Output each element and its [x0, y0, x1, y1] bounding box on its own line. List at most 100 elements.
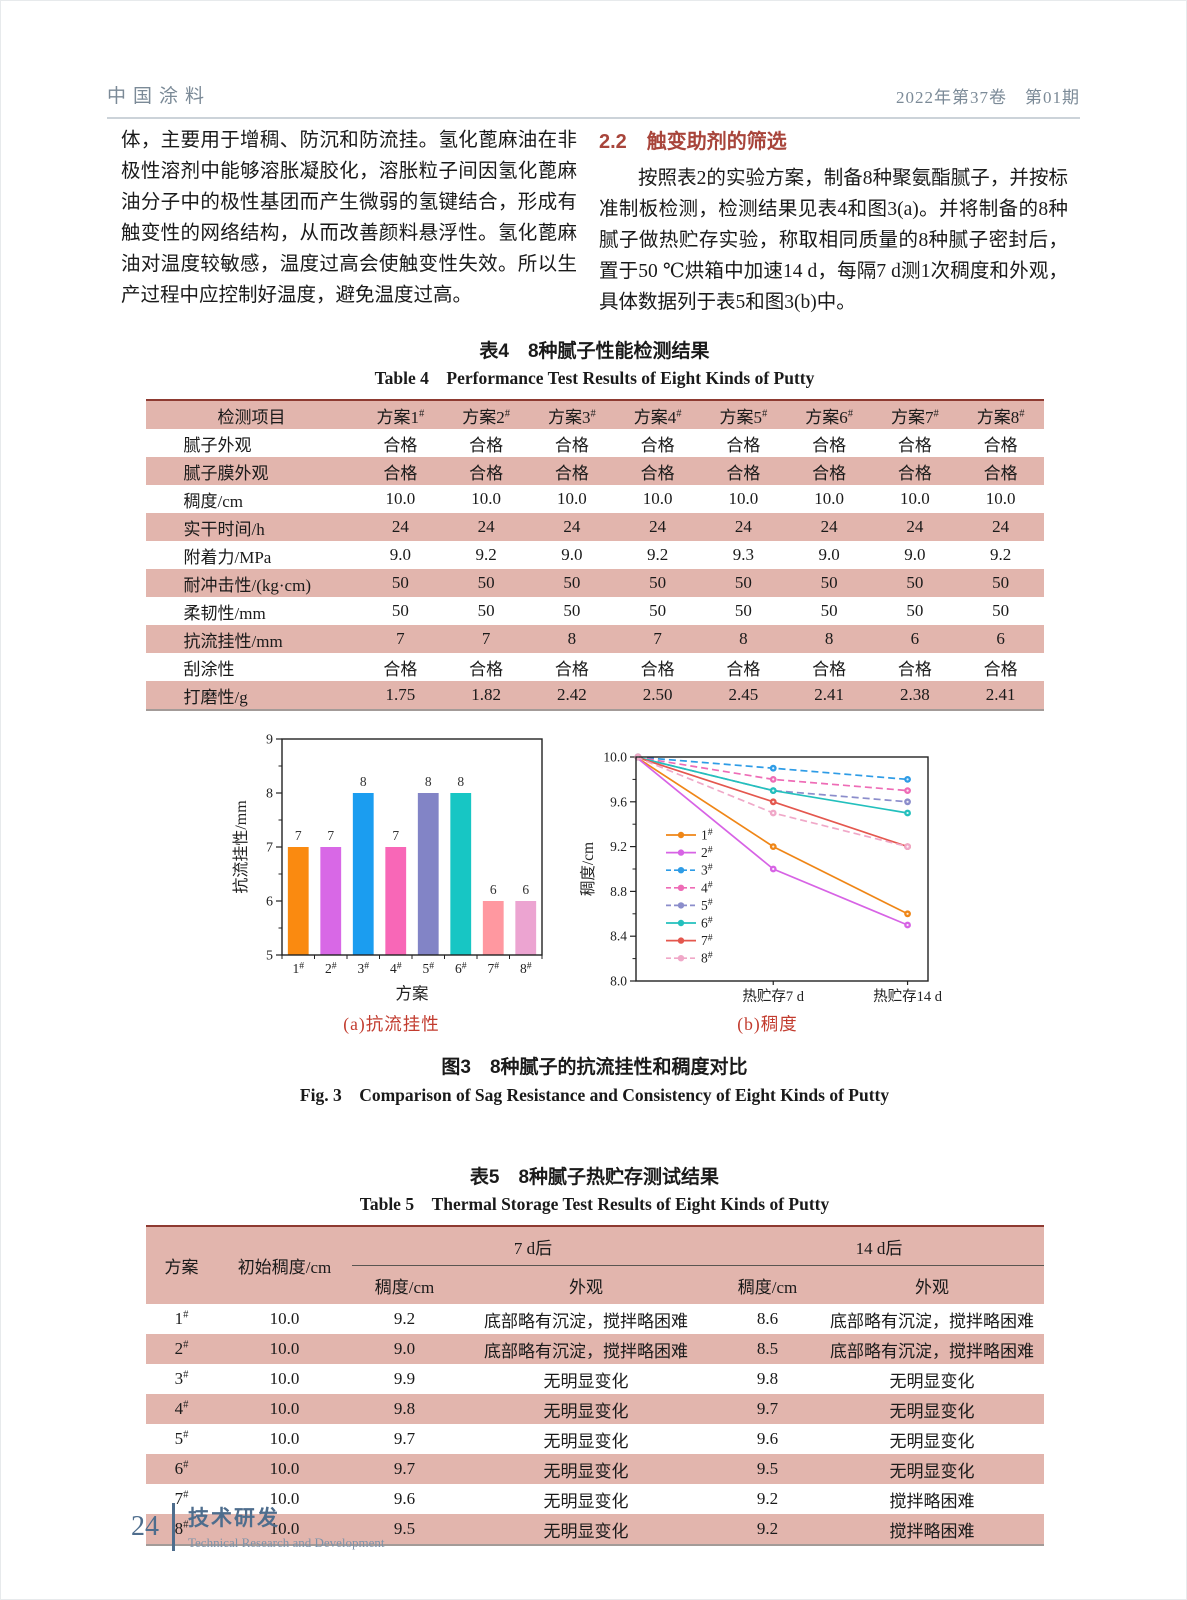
svg-text:8.4: 8.4 — [610, 929, 627, 944]
table-cell: 9.0 — [393, 1339, 416, 1358]
column-header: 外观 — [569, 1277, 603, 1297]
table-cell: 合格 — [726, 435, 761, 455]
table-cell: 50 — [563, 573, 581, 592]
svg-text:7: 7 — [294, 828, 301, 843]
column-group-7d: 7 d后 — [351, 1226, 715, 1266]
table-cell: 24 — [906, 517, 924, 536]
table5-body: 1# 10.0 9.2 底部略有沉淀，搅拌略困难 8.6 底部略有沉淀，搅拌略困难 2# 10… — [145, 1304, 1044, 1545]
table-cell: 9.2 — [756, 1519, 779, 1538]
table-cell: 合格 — [812, 435, 847, 455]
svg-text:1#: 1# — [701, 827, 713, 843]
table-row: 腻子膜外观 合格 合格 合格 合格 合格 合格 合格 合格 — [145, 457, 1044, 485]
table-cell: 合格 — [469, 463, 504, 483]
table-cell: 5# — [174, 1429, 189, 1448]
table-cell: 10.0 — [269, 1309, 300, 1328]
table-cell: 10.0 — [269, 1519, 300, 1538]
table-cell: 2.41 — [985, 685, 1016, 704]
svg-text:5#: 5# — [422, 960, 434, 976]
table-cell: 10.0 — [814, 489, 844, 508]
table-cell: 9.9 — [393, 1369, 416, 1388]
table5-title-cn: 表5 8种腻子热贮存测试结果 — [469, 1167, 720, 1188]
table-cell: 8 — [824, 629, 834, 648]
table-row: 4# 10.0 9.8 无明显变化 9.7 无明显变化 — [145, 1394, 1044, 1424]
column-header: 方案3# — [547, 407, 596, 427]
table-row: 5# 10.0 9.7 无明显变化 9.6 无明显变化 — [146, 1424, 1044, 1454]
bar-chart-sag-resistance: 5 6 7 8 9 7 1# 7 2# 8 3# 7 4# 8 5# 8 6# 6 7# 6 8# 方案 抗流挂性/mm — [232, 733, 543, 1003]
table-cell: 合格 — [640, 659, 675, 679]
table-cell: 合格 — [469, 435, 504, 455]
svg-text:8#: 8# — [519, 960, 531, 976]
table-cell: 合格 — [812, 659, 847, 679]
table-cell: 9.5 — [393, 1519, 416, 1538]
svg-text:抗流挂性/mm: 抗流挂性/mm — [232, 800, 250, 894]
table-cell: 50 — [391, 601, 409, 620]
table-cell: 24 — [477, 517, 495, 536]
table-cell: 10.0 — [642, 489, 673, 508]
table-cell: 2.42 — [557, 685, 587, 704]
table-cell: 无明显变化 — [543, 1461, 629, 1481]
table-cell: 24 — [563, 517, 581, 536]
table-cell: 9.7 — [756, 1399, 779, 1418]
svg-text:9: 9 — [266, 733, 273, 748]
table-row: 稠度/cm 10.0 10.0 10.0 10.0 10.0 10.0 10.0 10.0 — [146, 485, 1044, 513]
row-label: 腻子膜外观 — [183, 463, 269, 483]
table4-body: 腻子外观 合格 合格 合格 合格 合格 合格 合格 合格 腻子膜外观 合格 合格 合格 合格 合格 合格 合格合… — [145, 429, 1044, 710]
table4-header: 检测项目 方案1# 方案2# 方案3# 方案4# 方案5# 方案6# 方案7# 方案8# — [145, 400, 1044, 429]
table-cell: 合格 — [897, 659, 932, 679]
table-cell: 9.2 — [647, 545, 669, 564]
table-cell: 7 — [481, 629, 491, 648]
table-cell: 无明显变化 — [889, 1461, 975, 1481]
svg-text:热贮存14 d: 热贮存14 d — [873, 988, 943, 1005]
table-cell: 1.75 — [385, 685, 416, 704]
column-header: 方案2# — [462, 407, 510, 427]
column-header: 方案4# — [633, 407, 682, 427]
svg-text:6#: 6# — [701, 915, 713, 931]
svg-text:2#: 2# — [324, 960, 336, 976]
table-cell: 7 — [396, 629, 405, 648]
table-cell: 合格 — [383, 435, 418, 455]
svg-text:6: 6 — [266, 895, 273, 910]
table-cell: 50 — [820, 573, 838, 592]
table-cell: 合格 — [469, 659, 504, 679]
figure3-caption-cn: 图3 8种腻子的抗流挂性和稠度对比 — [441, 1057, 748, 1078]
table-cell: 9.0 — [389, 545, 411, 564]
page-footer: 24 技术研发 Technical Research and Developme… — [131, 1502, 385, 1551]
svg-text:1#: 1# — [292, 960, 304, 976]
table-cell: 10.0 — [269, 1369, 300, 1388]
table-cell: 2# — [174, 1339, 189, 1358]
table-cell: 9.5 — [756, 1459, 779, 1478]
table-row: 抗流挂性/mm 7 7 8 7 8 8 6 6 — [145, 625, 1044, 653]
table-cell: 合格 — [383, 463, 418, 483]
table-cell: 10.0 — [385, 489, 416, 508]
svg-text:6#: 6# — [454, 960, 466, 976]
journal-issue: 2022年第37卷 第01期 — [896, 88, 1080, 107]
footer-column-en: Technical Research and Development — [188, 1535, 385, 1550]
column-header: 检测项目 — [217, 407, 286, 427]
table5-header-row-1: 方案 初始稠度/cm 7 d后 14 d后 — [146, 1226, 1044, 1277]
table-cell: 2.41 — [814, 685, 844, 704]
svg-text:7: 7 — [392, 828, 399, 843]
table-cell: 9.0 — [904, 545, 926, 564]
svg-text:3#: 3# — [701, 862, 713, 878]
table-cell: 10.0 — [471, 489, 501, 508]
table-cell: 24 — [649, 517, 667, 536]
svg-text:6: 6 — [522, 882, 529, 897]
bar — [352, 793, 374, 955]
table-row: 7# 10.0 9.6 无明显变化 9.2 搅拌略困难 — [146, 1484, 1044, 1514]
row-label: 打磨性/g — [183, 687, 248, 707]
svg-text:9.6: 9.6 — [610, 794, 627, 809]
running-head: 中国涂料 2022年第37卷 第01期 — [107, 81, 1080, 119]
table-cell: 合格 — [640, 463, 675, 483]
table-cell: 8# — [174, 1519, 189, 1538]
table-cell: 10.0 — [900, 489, 930, 508]
table5-thermal-storage-results: 方案 初始稠度/cm 7 d后 14 d后 稠度/cm 外观 稠度/cm 外观 … — [145, 1225, 1044, 1546]
table4-header-row: 检测项目 方案1# 方案2# 方案3# 方案4# 方案5# 方案6# 方案7# 方案8# — [145, 400, 1044, 429]
column-group-14d: 14 d后 — [714, 1226, 1044, 1266]
table-cell: 底部略有沉淀，搅拌略困难 — [484, 1311, 688, 1331]
bar — [514, 901, 536, 955]
bar — [417, 793, 439, 955]
table-cell: 9.0 — [561, 545, 583, 564]
table-cell: 50 — [649, 573, 667, 592]
table-cell: 24 — [734, 517, 752, 536]
figure3b-block: 8.0 8.4 8.8 9.2 9.6 10.0 热贮存7 d 热贮存14 d 1# 2# 3# 4#… — [578, 747, 958, 1036]
